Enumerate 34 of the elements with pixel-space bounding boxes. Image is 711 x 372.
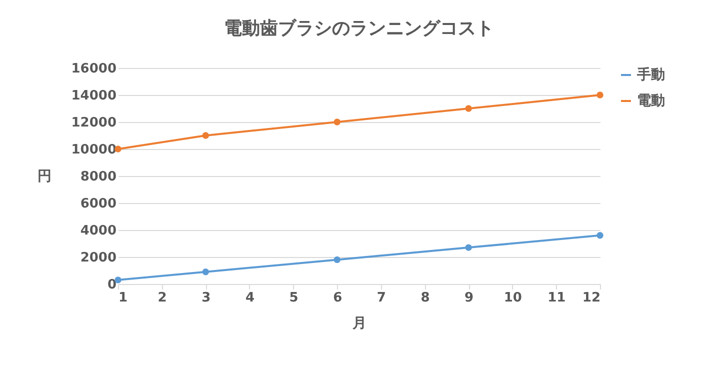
legend-label: 手動 [636,66,665,83]
x-tick-label: 6 [333,290,342,306]
x-tick-label: 4 [245,290,254,306]
y-tick-label: 16000 [71,62,116,76]
point [465,105,472,112]
y-tick-label: 6000 [80,196,116,212]
point [465,244,472,251]
x-tick-label: 11 [548,290,566,306]
point [202,132,209,139]
x-tick-label: 2 [158,290,167,306]
x-tick-label: 12 [582,290,600,306]
point [596,92,604,98]
x-tick-label: 9 [464,290,474,306]
y-tick-label: 8000 [80,170,116,184]
x-axis-title: 月 [352,316,366,332]
y-axis-title: 円 [37,168,52,184]
x-tick-label: 8 [420,290,430,306]
x-tick-label: 7 [376,290,386,306]
y-tick-label: 10000 [71,142,116,158]
x-tick-label: 10 [504,290,522,306]
point [596,232,604,239]
chart-title: 電動歯ブラシのランニングコスト [224,18,494,39]
y-tick-label: 14000 [71,88,116,104]
y-tick-label: 0 [107,278,116,292]
y-tick-label: 4000 [80,224,116,238]
legend-label: 電動 [637,93,665,109]
point [334,256,340,264]
point [334,118,340,126]
y-tick-label: 12000 [71,116,116,130]
y-tick-label: 2000 [80,250,116,266]
x-tick-label: 5 [289,290,298,306]
point [202,268,209,276]
x-tick-label: 1 [118,290,128,306]
x-tick-label: 3 [202,290,211,306]
